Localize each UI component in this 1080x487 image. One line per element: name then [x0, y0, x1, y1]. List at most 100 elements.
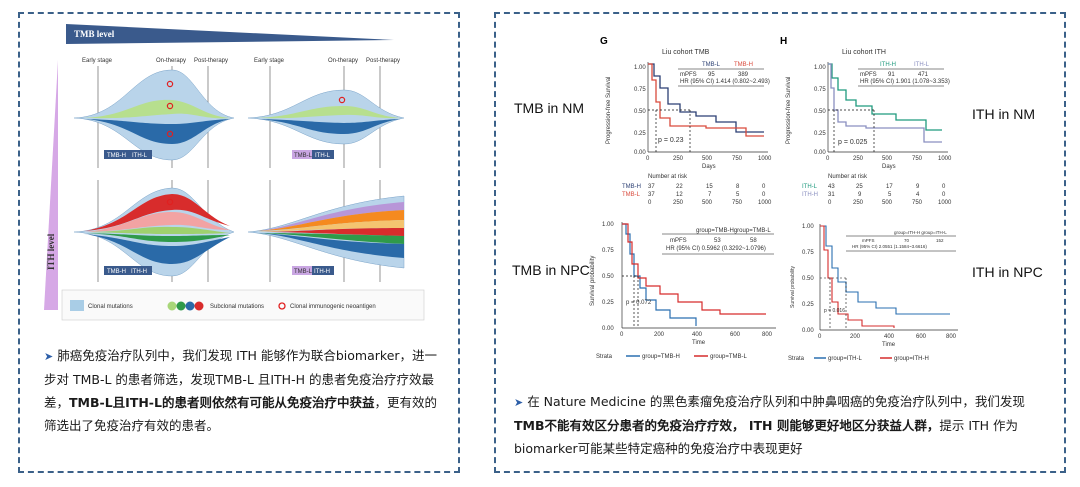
svg-text:58: 58 [750, 238, 757, 244]
svg-text:1.00: 1.00 [814, 65, 826, 71]
legend-group-ith-l: group=ITH-L [828, 356, 863, 362]
left-panel: TMB level ITH level Early stage On-thera… [18, 12, 460, 473]
ith-level-bar [44, 60, 58, 310]
km-curve-ith-h [828, 63, 942, 143]
svg-text:750: 750 [912, 156, 923, 162]
svg-text:152: 152 [936, 238, 944, 243]
risk-table-title: Number at risk [648, 174, 688, 180]
km-curve-tmb-h [648, 63, 764, 133]
svg-text:0.75: 0.75 [602, 248, 614, 254]
risk-table-title: Number at risk [828, 174, 868, 180]
ith-level-label: ITH level [46, 233, 56, 270]
evo-panel-tmbh-ithl: Early stage On-therapy Post-therapy TMB-… [73, 58, 235, 168]
svg-text:9: 9 [858, 192, 862, 198]
tag-ith-h: ITH-H [314, 269, 330, 275]
km-plot-h: H Liu cohort ITH Progression-free Surviv… [780, 36, 952, 206]
tag-tmb-l: TMB-L [294, 153, 313, 159]
x-axis-label: Time [882, 342, 896, 348]
x-axis-label: Days [702, 164, 716, 170]
svg-text:200: 200 [850, 334, 861, 340]
svg-text:0: 0 [646, 156, 650, 162]
svg-text:ITH-L: ITH-L [802, 184, 818, 190]
on-therapy-label: On-therapy [328, 58, 358, 64]
svg-text:750: 750 [732, 156, 743, 162]
p-value: p = 0.23 [658, 137, 684, 144]
svg-text:1.00: 1.00 [802, 224, 814, 230]
evo-panel-tmbl-ithh: TMB-L ITH-H [247, 180, 405, 282]
svg-text:mPFS: mPFS [670, 238, 687, 244]
svg-text:0.00: 0.00 [602, 326, 614, 332]
neoantigen-icon [338, 96, 346, 104]
legend-neoantigen: Clonal immunogenic neoantigen [290, 304, 376, 310]
right-panel: TMB in NM ITH in NM TMB in NPC ITH in NP… [494, 12, 1066, 473]
svg-text:22: 22 [676, 184, 683, 190]
svg-text:750: 750 [732, 200, 743, 206]
plot-letter-g: G [600, 36, 608, 47]
svg-text:1.00: 1.00 [634, 65, 646, 71]
svg-text:0.50: 0.50 [802, 276, 814, 282]
tmb-level-label: TMB level [74, 29, 115, 39]
svg-text:1.00: 1.00 [602, 222, 614, 228]
svg-text:43: 43 [828, 184, 835, 190]
p-value: p = 0.025 [838, 139, 867, 146]
svg-text:389: 389 [738, 72, 749, 78]
svg-text:250: 250 [853, 156, 864, 162]
tag-tmb-h: TMB-H [107, 269, 126, 275]
svg-text:mPFS: mPFS [860, 72, 877, 78]
svg-text:0: 0 [828, 200, 832, 206]
svg-text:70: 70 [904, 238, 910, 243]
strata-label: Strata [788, 356, 805, 362]
svg-text:91: 91 [888, 72, 895, 78]
legend-subclonal: Subclonal mutations [210, 304, 264, 310]
post-therapy-label: Post-therapy [194, 58, 228, 64]
svg-text:mPFS: mPFS [862, 238, 875, 243]
svg-text:37: 37 [648, 184, 655, 190]
legend-group-tmb-h: group=TMB-H [642, 354, 680, 360]
legend-tmb-l: TMB-L [702, 62, 721, 68]
km-curve-npc-tmb-l [622, 223, 766, 315]
bullet-arrow-icon: ➤ [514, 396, 524, 409]
svg-text:0: 0 [942, 184, 946, 190]
right-text-plain-1: 在 Nature Medicine 的黑色素瘤免疫治疗队列和中肿鼻咽癌的免疫治疗… [527, 394, 1025, 409]
km-curve-npc-ith-h [820, 225, 895, 328]
svg-text:37: 37 [648, 192, 655, 198]
clonal-swatch [70, 300, 84, 311]
y-axis-label: Progression-free Survival [786, 77, 792, 144]
svg-text:95: 95 [708, 72, 715, 78]
svg-text:500: 500 [882, 200, 893, 206]
svg-text:0.25: 0.25 [602, 300, 614, 306]
svg-text:600: 600 [916, 334, 927, 340]
label-ith-nm: ITH in NM [972, 106, 1035, 122]
svg-text:0.00: 0.00 [634, 150, 646, 156]
label-tmb-npc: TMB in NPC [512, 262, 590, 278]
neoantigen-icon [166, 80, 174, 88]
svg-text:1000: 1000 [938, 156, 952, 162]
svg-text:15: 15 [706, 184, 713, 190]
svg-text:HR (95% CI) 1.414 (0.802~2.4: HR (95% CI) 1.414 (0.802~2.493) [680, 79, 770, 85]
strata-label: Strata [596, 354, 613, 360]
x-axis-label: Days [882, 164, 896, 170]
svg-text:4: 4 [916, 192, 920, 198]
legend-ith-h: ITH-H [880, 62, 896, 68]
svg-text:471: 471 [918, 72, 929, 78]
svg-text:group=TMB-Hgroup=TMB-L: group=TMB-Hgroup=TMB-L [696, 228, 771, 234]
y-axis-label: Progression-free Survival [606, 77, 612, 144]
right-text-bold: TMB不能有效区分患者的免疫治疗疗效， ITH 则能够更好地区分获益人群， [514, 418, 940, 433]
tag-tmb-l: TMB-L [294, 269, 313, 275]
p-value: p = 0.016 [824, 308, 845, 314]
left-text-plain-1: 肺癌免疫治疗队列中，我们发现 ITH 能够作为联合biomarker，进一步对 … [44, 348, 438, 410]
svg-text:0: 0 [762, 184, 766, 190]
svg-text:750: 750 [912, 200, 923, 206]
svg-text:0: 0 [942, 192, 946, 198]
neoantigen-icon [166, 198, 174, 206]
tmb-level-bar [66, 24, 394, 44]
evo-panel-tmbl-ithl: Early stage On-therapy Post-therapy TMB-… [247, 58, 405, 168]
svg-text:1000: 1000 [938, 200, 952, 206]
svg-text:5: 5 [888, 192, 892, 198]
km-curve-tmb-l [648, 63, 764, 137]
svg-text:0: 0 [620, 332, 624, 338]
svg-text:0.50: 0.50 [634, 109, 646, 115]
svg-text:HR (95% CI) 0.5962 (0.3292: HR (95% CI) 0.5962 (0.3292~1.0796) [666, 246, 766, 252]
early-stage-label: Early stage [254, 58, 285, 64]
svg-text:0: 0 [648, 200, 652, 206]
